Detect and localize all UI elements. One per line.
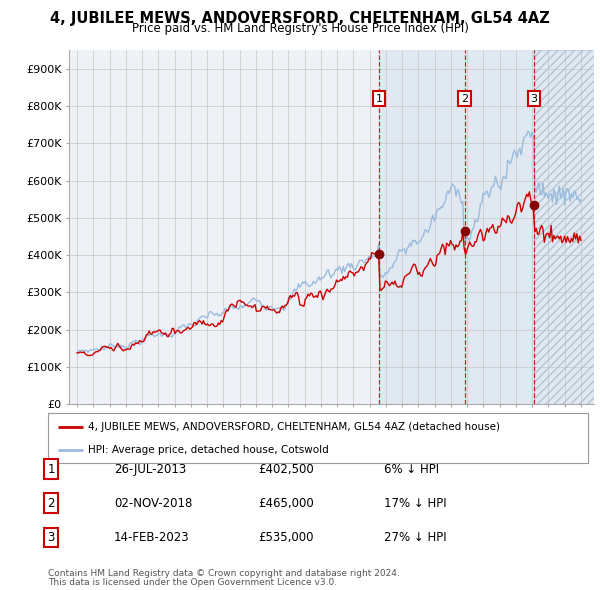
Text: HPI: Average price, detached house, Cotswold: HPI: Average price, detached house, Cots… [89,445,329,455]
Text: 3: 3 [530,94,538,104]
Bar [534,50,594,404]
Text: 2: 2 [47,497,55,510]
Text: 02-NOV-2018: 02-NOV-2018 [114,497,193,510]
Text: 26-JUL-2013: 26-JUL-2013 [114,463,186,476]
Text: Contains HM Land Registry data © Crown copyright and database right 2024.: Contains HM Land Registry data © Crown c… [48,569,400,578]
Text: 1: 1 [376,94,382,104]
Text: 4, JUBILEE MEWS, ANDOVERSFORD, CHELTENHAM, GL54 4AZ: 4, JUBILEE MEWS, ANDOVERSFORD, CHELTENHA… [50,11,550,25]
Bar [379,50,594,404]
Text: £402,500: £402,500 [258,463,314,476]
Text: 1: 1 [47,463,55,476]
Text: £465,000: £465,000 [258,497,314,510]
Text: 14-FEB-2023: 14-FEB-2023 [114,531,190,544]
Text: £535,000: £535,000 [258,531,314,544]
Text: 6% ↓ HPI: 6% ↓ HPI [384,463,439,476]
Text: 17% ↓ HPI: 17% ↓ HPI [384,497,446,510]
Text: 3: 3 [47,531,55,544]
Text: 27% ↓ HPI: 27% ↓ HPI [384,531,446,544]
Text: Price paid vs. HM Land Registry's House Price Index (HPI): Price paid vs. HM Land Registry's House … [131,22,469,35]
Text: This data is licensed under the Open Government Licence v3.0.: This data is licensed under the Open Gov… [48,578,337,587]
Text: 2: 2 [461,94,468,104]
Text: 4, JUBILEE MEWS, ANDOVERSFORD, CHELTENHAM, GL54 4AZ (detached house): 4, JUBILEE MEWS, ANDOVERSFORD, CHELTENHA… [89,421,500,431]
